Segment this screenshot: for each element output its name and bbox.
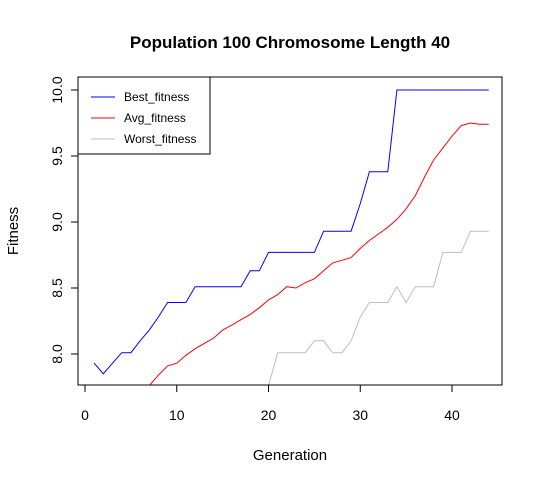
x-tick-label: 20 bbox=[261, 407, 277, 423]
x-tick-label: 30 bbox=[352, 407, 368, 423]
y-tick-label: 8.0 bbox=[49, 344, 65, 364]
series-line-avg-fitness bbox=[149, 123, 489, 386]
y-tick-label: 9.0 bbox=[49, 212, 65, 232]
x-tick-label: 10 bbox=[169, 407, 185, 423]
series-line-worst-fitness bbox=[269, 231, 489, 386]
y-tick-label: 8.5 bbox=[49, 278, 65, 298]
x-tick-label: 40 bbox=[444, 407, 460, 423]
y-tick-label: 9.5 bbox=[49, 146, 65, 166]
x-axis-label: Generation bbox=[253, 447, 327, 464]
x-axis: 0 10 20 30 40 bbox=[81, 385, 460, 423]
y-tick-label: 10.0 bbox=[49, 76, 65, 103]
y-axis-label: Fitness bbox=[5, 207, 22, 255]
legend-label: Avg_fitness bbox=[124, 111, 186, 125]
y-axis: 8.0 8.5 9.0 9.5 10.0 bbox=[49, 76, 78, 364]
legend-label: Worst_fitness bbox=[124, 132, 196, 146]
x-tick-label: 0 bbox=[81, 407, 89, 423]
legend-label: Best_fitness bbox=[124, 90, 189, 104]
legend: Best_fitness Avg_fitness Worst_fitness bbox=[78, 77, 210, 154]
chart-title: Population 100 Chromosome Length 40 bbox=[130, 33, 450, 52]
